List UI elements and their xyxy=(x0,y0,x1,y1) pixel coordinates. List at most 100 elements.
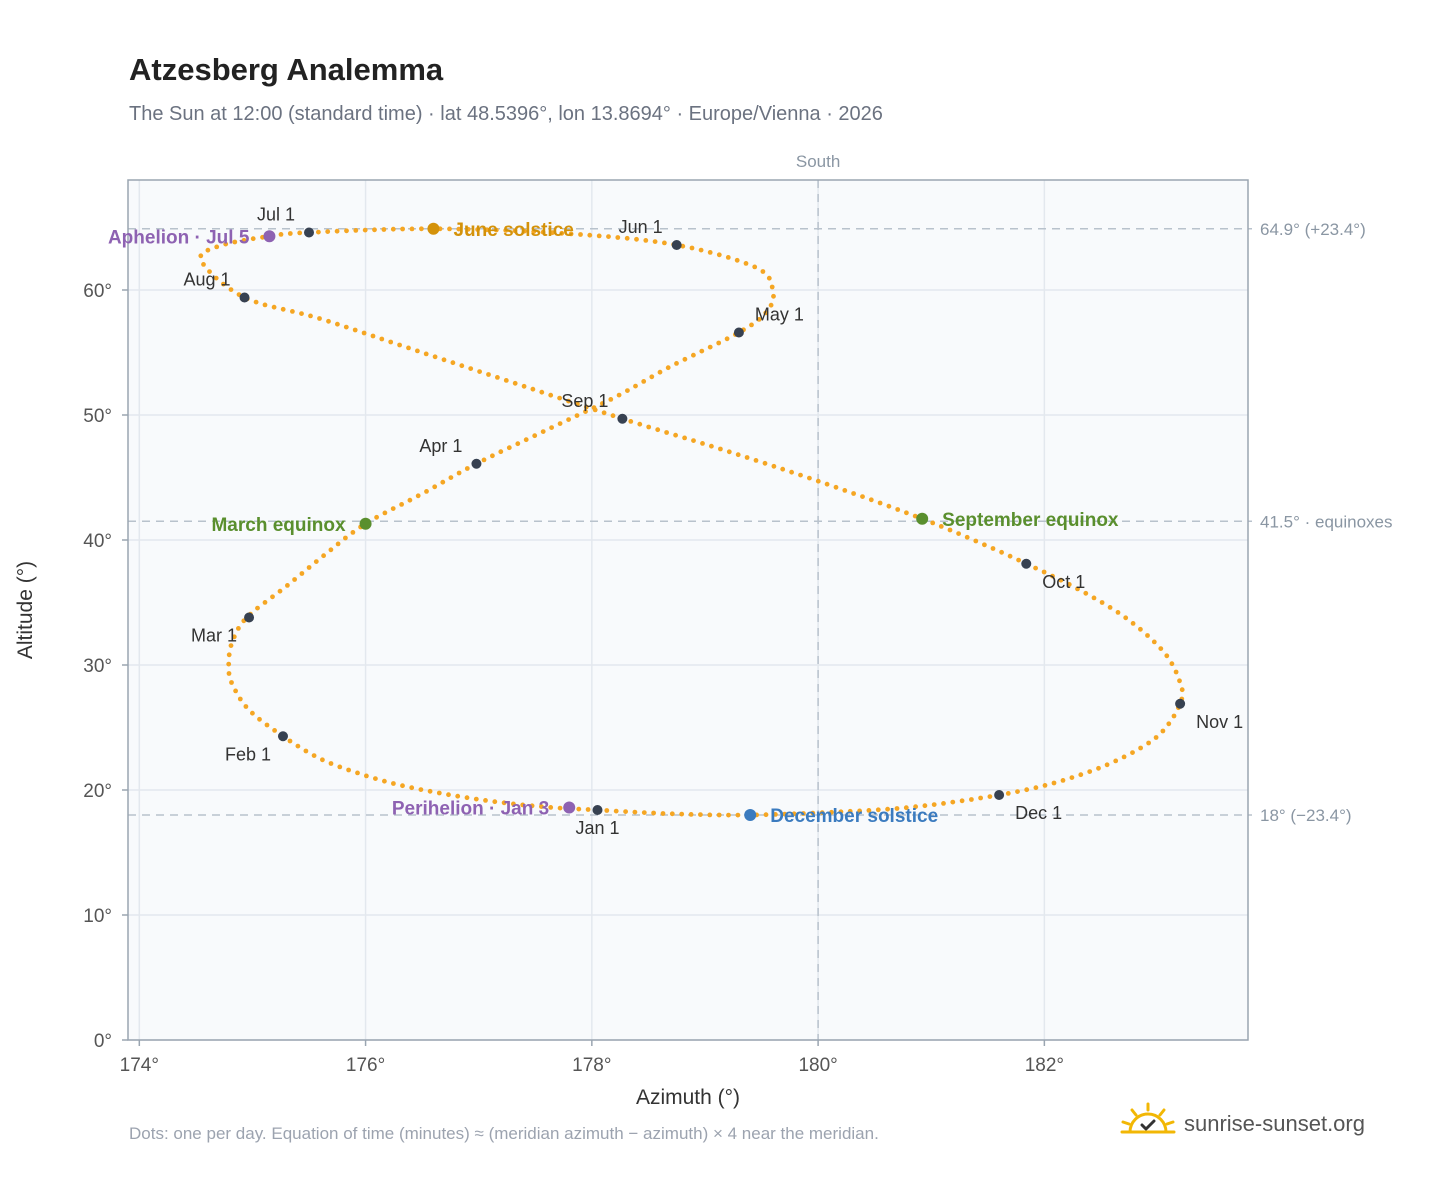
day-dot xyxy=(941,801,946,806)
day-dot xyxy=(285,583,290,588)
event-marker-dot xyxy=(263,230,276,243)
day-dot xyxy=(1051,780,1057,786)
x-tick-label: 176° xyxy=(346,1055,385,1076)
day-dot xyxy=(1169,661,1175,667)
day-dot xyxy=(1066,582,1072,587)
day-dot xyxy=(1091,595,1097,601)
month-marker-label: May 1 xyxy=(755,305,804,325)
event-marker-label: Perihelion · Jan 3 xyxy=(392,799,549,820)
day-dot xyxy=(673,432,678,438)
day-dot xyxy=(295,743,301,749)
day-dot xyxy=(374,514,379,520)
brand[interactable]: sunrise-sunset.org xyxy=(1120,1100,1365,1148)
day-dot xyxy=(771,293,776,299)
day-dot xyxy=(964,534,970,540)
day-dot xyxy=(662,240,667,246)
month-marker-label: Jan 1 xyxy=(575,818,619,838)
day-dot xyxy=(842,488,848,493)
day-dot xyxy=(450,360,456,366)
day-dot xyxy=(857,808,862,814)
month-marker-label: Mar 1 xyxy=(191,626,237,646)
day-dot xyxy=(243,704,249,709)
day-dot xyxy=(523,437,529,443)
day-dot xyxy=(226,661,232,667)
day-dot xyxy=(530,386,536,392)
day-dot xyxy=(947,527,953,533)
day-dot xyxy=(313,559,319,564)
day-dot xyxy=(744,455,750,460)
day-dot xyxy=(578,232,583,237)
day-dot xyxy=(493,227,499,233)
day-dot xyxy=(762,460,768,466)
day-dot xyxy=(576,806,582,812)
day-dot xyxy=(370,333,376,339)
day-dot xyxy=(557,421,563,426)
day-dot xyxy=(930,520,936,526)
day-dot xyxy=(540,429,546,434)
month-marker-label: Sep 1 xyxy=(561,391,608,411)
day-dot xyxy=(498,449,504,455)
day-dot xyxy=(468,366,474,371)
day-dot xyxy=(682,356,688,362)
day-dot xyxy=(512,380,518,386)
day-dot xyxy=(691,438,696,443)
day-dot xyxy=(311,753,317,758)
day-dot xyxy=(1096,765,1101,771)
day-dot xyxy=(782,811,788,817)
day-dot xyxy=(583,409,588,414)
day-dot xyxy=(406,345,411,351)
day-dot xyxy=(810,810,816,816)
y-tick-label: 40° xyxy=(83,531,112,552)
day-dot xyxy=(743,261,749,266)
day-dot xyxy=(511,801,516,807)
day-dot xyxy=(987,794,993,799)
day-dot xyxy=(335,321,340,327)
day-dot xyxy=(735,812,741,818)
day-dot xyxy=(616,392,622,398)
day-dot xyxy=(548,392,554,398)
day-dot xyxy=(734,257,740,263)
day-dot xyxy=(833,484,839,490)
day-dot xyxy=(716,340,722,346)
day-dot xyxy=(868,497,874,503)
day-dot xyxy=(390,506,396,511)
day-dot xyxy=(610,413,616,419)
day-dot xyxy=(1138,626,1143,632)
day-dot xyxy=(1130,621,1136,626)
day-dot xyxy=(391,781,396,786)
day-dot xyxy=(707,250,713,255)
day-dot xyxy=(1016,557,1021,563)
day-dot xyxy=(913,804,918,810)
day-dot xyxy=(316,229,321,235)
day-dot xyxy=(321,553,326,559)
day-dot xyxy=(641,379,647,384)
event-markers: June solstice December solstice March equi… xyxy=(108,220,1119,827)
day-dot xyxy=(566,417,571,422)
y-tick-label: 20° xyxy=(83,781,112,802)
day-dot xyxy=(231,634,237,640)
day-dot xyxy=(583,404,589,410)
day-dot xyxy=(455,793,461,799)
day-dot xyxy=(1015,789,1020,794)
day-dot xyxy=(515,441,521,447)
day-dot xyxy=(707,344,713,350)
x-tick-label: 178° xyxy=(572,1055,611,1076)
day-dot xyxy=(213,275,219,281)
day-dot xyxy=(1075,586,1080,592)
day-dot xyxy=(250,236,256,242)
day-dot xyxy=(559,230,565,236)
day-dot xyxy=(1060,778,1066,783)
day-dot xyxy=(390,226,396,232)
day-dot xyxy=(271,304,277,310)
event-marker-dot xyxy=(427,222,440,235)
day-dot xyxy=(585,807,591,812)
month-marker-dot xyxy=(244,612,255,623)
day-dot xyxy=(669,811,675,817)
day-dot xyxy=(388,339,394,345)
day-dot xyxy=(1166,721,1172,727)
day-dot xyxy=(1151,639,1157,645)
day-dot xyxy=(613,808,619,814)
day-dot xyxy=(415,348,420,354)
brand-name: sunrise-sunset.org xyxy=(1184,1111,1365,1136)
day-dot xyxy=(424,489,429,494)
